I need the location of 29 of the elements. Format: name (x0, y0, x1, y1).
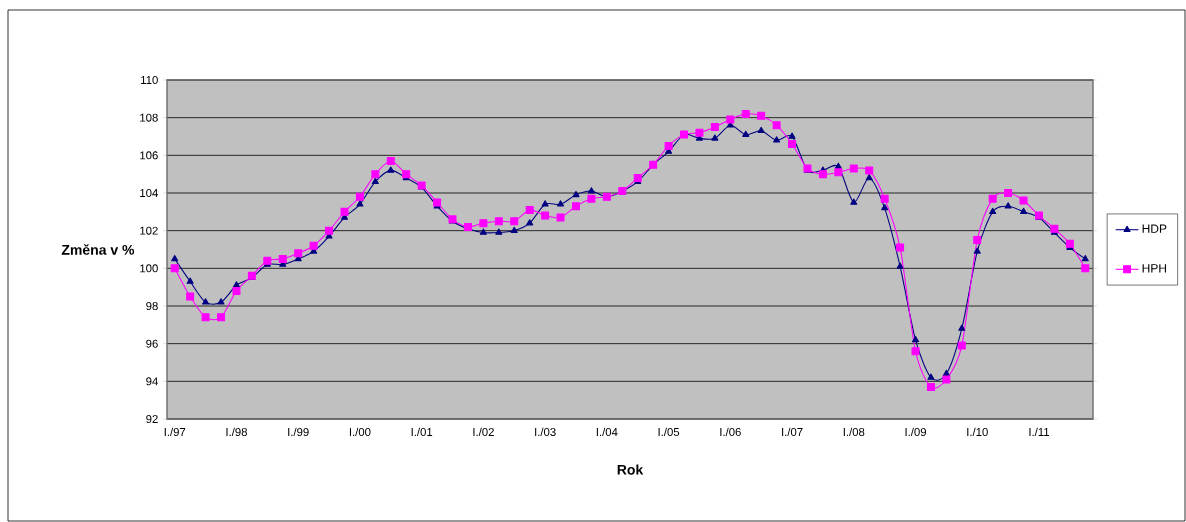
x-tick-label: I./02 (473, 427, 494, 437)
legend-label: HPH (1142, 264, 1167, 273)
x-tick-label: I./09 (905, 427, 927, 437)
x-tick-label: I./97 (164, 427, 186, 437)
x-tick-label: I./98 (226, 427, 247, 437)
x-tick-label: I./10 (967, 427, 988, 437)
y-tick-label: 100 (140, 264, 158, 273)
y-tick-label: 92 (146, 415, 158, 424)
x-tick-label: I./99 (288, 427, 309, 437)
x-tick-label: I./06 (720, 427, 741, 437)
y-tick-label: 108 (140, 113, 158, 122)
y-tick-label: 102 (140, 226, 158, 235)
x-tick-label: I./04 (596, 427, 618, 437)
y-tick-label: 96 (146, 339, 158, 348)
legend-label: HDP (1142, 224, 1167, 233)
x-tick-label: I./00 (349, 427, 371, 437)
x-tick-label: I./03 (535, 427, 556, 437)
x-tick-label: I./01 (411, 427, 433, 437)
y-tick-label: 104 (140, 189, 158, 198)
x-tick-label: I./11 (1029, 427, 1050, 437)
x-tick-label: I./05 (658, 427, 680, 437)
x-axis-title: Rok (617, 464, 644, 475)
y-axis-title: Změna v % (61, 244, 135, 255)
y-tick-label: 110 (141, 76, 158, 85)
x-tick-label: I./07 (782, 427, 803, 437)
y-tick-label: 94 (146, 377, 158, 386)
x-tick-label: I./08 (843, 427, 865, 437)
y-tick-label: 98 (146, 302, 158, 311)
y-tick-label: 106 (140, 151, 158, 160)
